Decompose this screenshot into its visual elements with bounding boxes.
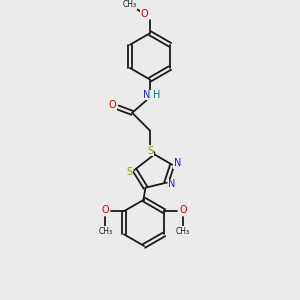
Text: CH₃: CH₃ [122,1,136,10]
Text: N: N [143,90,150,100]
Text: H: H [153,90,160,100]
Text: S: S [126,167,132,177]
Text: N: N [168,179,176,189]
Text: O: O [101,205,109,215]
Text: O: O [141,9,148,19]
Text: CH₃: CH₃ [98,227,112,236]
Text: N: N [174,158,181,168]
Text: O: O [179,205,187,215]
Text: S: S [147,146,153,156]
Text: O: O [109,100,116,110]
Text: CH₃: CH₃ [176,227,190,236]
